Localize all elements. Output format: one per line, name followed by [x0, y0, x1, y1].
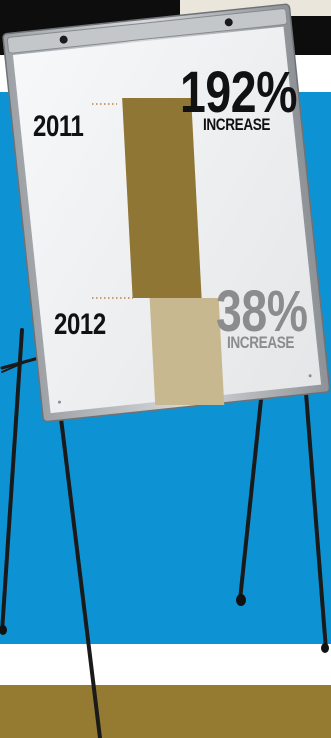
year-label-2011: 2011 [33, 110, 84, 143]
leader-lines [92, 103, 133, 299]
bar-group [122, 98, 225, 405]
bar-2011 [122, 98, 202, 298]
pct-label-2012: 38% [216, 279, 308, 344]
clip-left [59, 35, 68, 44]
easel-legs [0, 328, 328, 738]
clip-right [224, 18, 233, 27]
footer-gold-band [0, 685, 331, 738]
caption-2011: INCREASE [203, 115, 271, 134]
caption-2012: INCREASE [227, 333, 295, 352]
bar-2012 [149, 298, 225, 405]
pct-label-2011: 192% [180, 60, 298, 125]
easel-feet [0, 594, 329, 653]
year-label-2012: 2012 [54, 308, 106, 341]
